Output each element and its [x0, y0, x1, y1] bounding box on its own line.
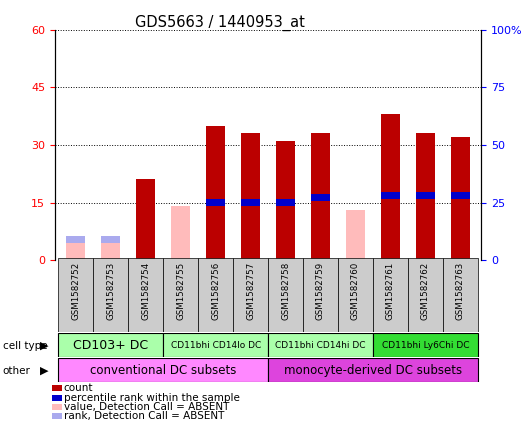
Bar — [59, 333, 163, 357]
Bar — [381, 192, 400, 199]
Text: GSM1582758: GSM1582758 — [281, 262, 290, 320]
Bar — [66, 236, 85, 243]
Bar — [93, 258, 128, 332]
Text: GSM1582755: GSM1582755 — [176, 262, 185, 320]
Bar — [443, 258, 477, 332]
Bar — [66, 241, 85, 260]
Bar — [101, 236, 120, 243]
Text: CD11bhi Ly6Chi DC: CD11bhi Ly6Chi DC — [381, 341, 469, 350]
Bar — [136, 179, 155, 260]
Text: CD11bhi CD14lo DC: CD11bhi CD14lo DC — [170, 341, 261, 350]
Bar — [171, 206, 190, 260]
Bar — [198, 258, 233, 332]
Bar — [268, 258, 303, 332]
Text: GDS5663 / 1440953_at: GDS5663 / 1440953_at — [135, 15, 304, 31]
Bar — [101, 241, 120, 260]
Text: cell type: cell type — [3, 341, 47, 351]
Bar — [59, 358, 268, 382]
Bar — [268, 358, 477, 382]
Bar — [303, 258, 338, 332]
Text: GSM1582752: GSM1582752 — [71, 262, 81, 320]
Text: GSM1582759: GSM1582759 — [316, 262, 325, 320]
Bar — [381, 114, 400, 260]
Bar — [276, 199, 295, 206]
Bar — [163, 333, 268, 357]
Text: CD103+ DC: CD103+ DC — [73, 339, 149, 352]
Text: other: other — [3, 365, 30, 376]
Bar — [276, 141, 295, 260]
Text: monocyte-derived DC subsets: monocyte-derived DC subsets — [284, 364, 462, 376]
Text: GSM1582753: GSM1582753 — [106, 262, 115, 320]
Text: conventional DC subsets: conventional DC subsets — [90, 364, 236, 376]
Bar — [241, 133, 260, 260]
Bar — [416, 133, 435, 260]
Bar — [451, 137, 470, 260]
Bar — [346, 210, 365, 260]
Bar — [311, 195, 330, 201]
Text: GSM1582757: GSM1582757 — [246, 262, 255, 320]
Text: rank, Detection Call = ABSENT: rank, Detection Call = ABSENT — [64, 411, 224, 421]
Bar — [408, 258, 443, 332]
Bar — [416, 192, 435, 199]
Bar — [241, 199, 260, 206]
Text: value, Detection Call = ABSENT: value, Detection Call = ABSENT — [64, 402, 229, 412]
Text: percentile rank within the sample: percentile rank within the sample — [64, 393, 240, 403]
Text: ▶: ▶ — [40, 341, 48, 351]
Bar — [128, 258, 163, 332]
Text: GSM1582763: GSM1582763 — [456, 262, 465, 320]
Bar — [268, 333, 373, 357]
Bar — [373, 333, 477, 357]
Bar — [59, 258, 93, 332]
Text: CD11bhi CD14hi DC: CD11bhi CD14hi DC — [275, 341, 366, 350]
Bar — [451, 192, 470, 199]
Text: GSM1582756: GSM1582756 — [211, 262, 220, 320]
Text: count: count — [64, 383, 93, 393]
Bar — [163, 258, 198, 332]
Bar — [206, 199, 225, 206]
Text: GSM1582762: GSM1582762 — [421, 262, 430, 320]
Bar — [338, 258, 373, 332]
Text: GSM1582754: GSM1582754 — [141, 262, 150, 320]
Text: GSM1582761: GSM1582761 — [386, 262, 395, 320]
Text: ▶: ▶ — [40, 365, 48, 376]
Bar — [311, 133, 330, 260]
Bar — [233, 258, 268, 332]
Bar — [206, 126, 225, 260]
Text: GSM1582760: GSM1582760 — [351, 262, 360, 320]
Bar — [373, 258, 408, 332]
